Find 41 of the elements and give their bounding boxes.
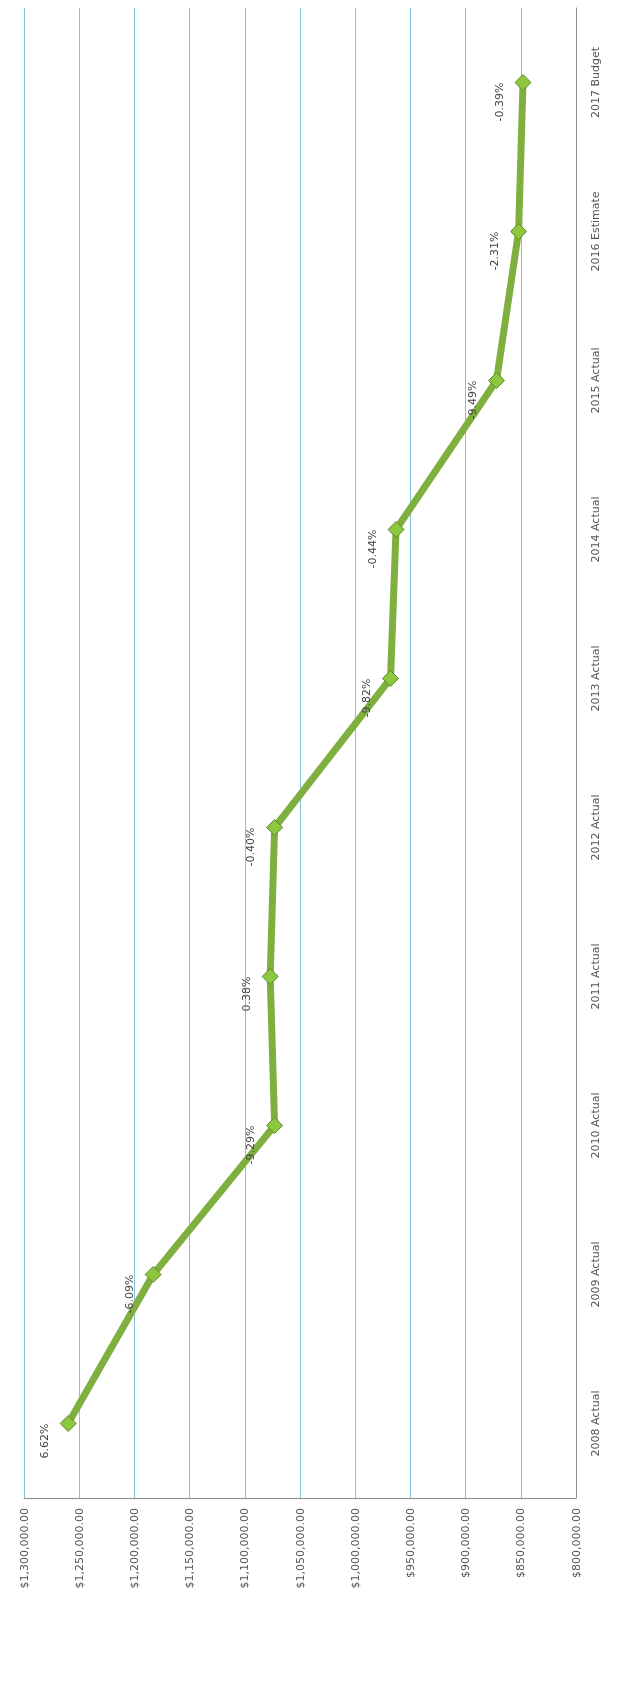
- x-tick-label: $1,000,000.00: [348, 1508, 362, 1589]
- y-tick-label: 2014 Actual: [589, 496, 602, 563]
- annotation: -0.39%: [492, 82, 506, 122]
- point: [59, 1415, 77, 1432]
- y-tick-label: 2010 Actual: [589, 1092, 602, 1159]
- x-tick-label: $1,150,000.00: [183, 1508, 197, 1589]
- x-tick-label: $1,050,000.00: [293, 1508, 307, 1589]
- x-tick-label: $950,000.00: [403, 1508, 417, 1578]
- x-tick-label: $1,100,000.00: [238, 1508, 252, 1589]
- point: [510, 223, 528, 240]
- annotation: -9.29%: [244, 1125, 258, 1165]
- y-tick-label: 2011 Actual: [589, 943, 602, 1010]
- y-tick-label: 2013 Actual: [589, 645, 602, 712]
- x-tick-label: $1,250,000.00: [72, 1508, 86, 1589]
- point: [266, 1117, 284, 1134]
- y-tick-label: 2016 Estimate: [589, 191, 602, 272]
- annotation: -6.09%: [122, 1274, 136, 1314]
- y-tick-label: 2015 Actual: [589, 347, 602, 414]
- point: [144, 1266, 162, 1283]
- x-tick-label: $850,000.00: [514, 1508, 528, 1578]
- point: [382, 670, 400, 687]
- x-tick-label: $1,300,000.00: [17, 1508, 31, 1589]
- annotation: -0.40%: [244, 827, 258, 867]
- point: [387, 521, 405, 538]
- point: [514, 74, 532, 91]
- y-tick-label: 2012 Actual: [589, 794, 602, 861]
- y-tick-label: 2008 Actual: [589, 1390, 602, 1457]
- y-tick-label: 2009 Actual: [589, 1241, 602, 1308]
- annotation: -0.44%: [365, 529, 379, 569]
- point: [266, 819, 284, 836]
- x-tick-label: $900,000.00: [459, 1508, 473, 1578]
- point: [488, 372, 506, 389]
- x-tick-label: $1,200,000.00: [127, 1508, 141, 1589]
- annotation: -2.31%: [488, 231, 502, 271]
- annotation: -9.82%: [360, 678, 374, 718]
- x-tick-label: $800,000.00: [569, 1508, 583, 1578]
- y-tick-label: 2017 Budget: [589, 46, 602, 119]
- point: [261, 968, 279, 985]
- annotation: 6.62%: [37, 1423, 51, 1459]
- annotation: 0.38%: [239, 976, 253, 1012]
- annotation: -9.49%: [466, 380, 480, 420]
